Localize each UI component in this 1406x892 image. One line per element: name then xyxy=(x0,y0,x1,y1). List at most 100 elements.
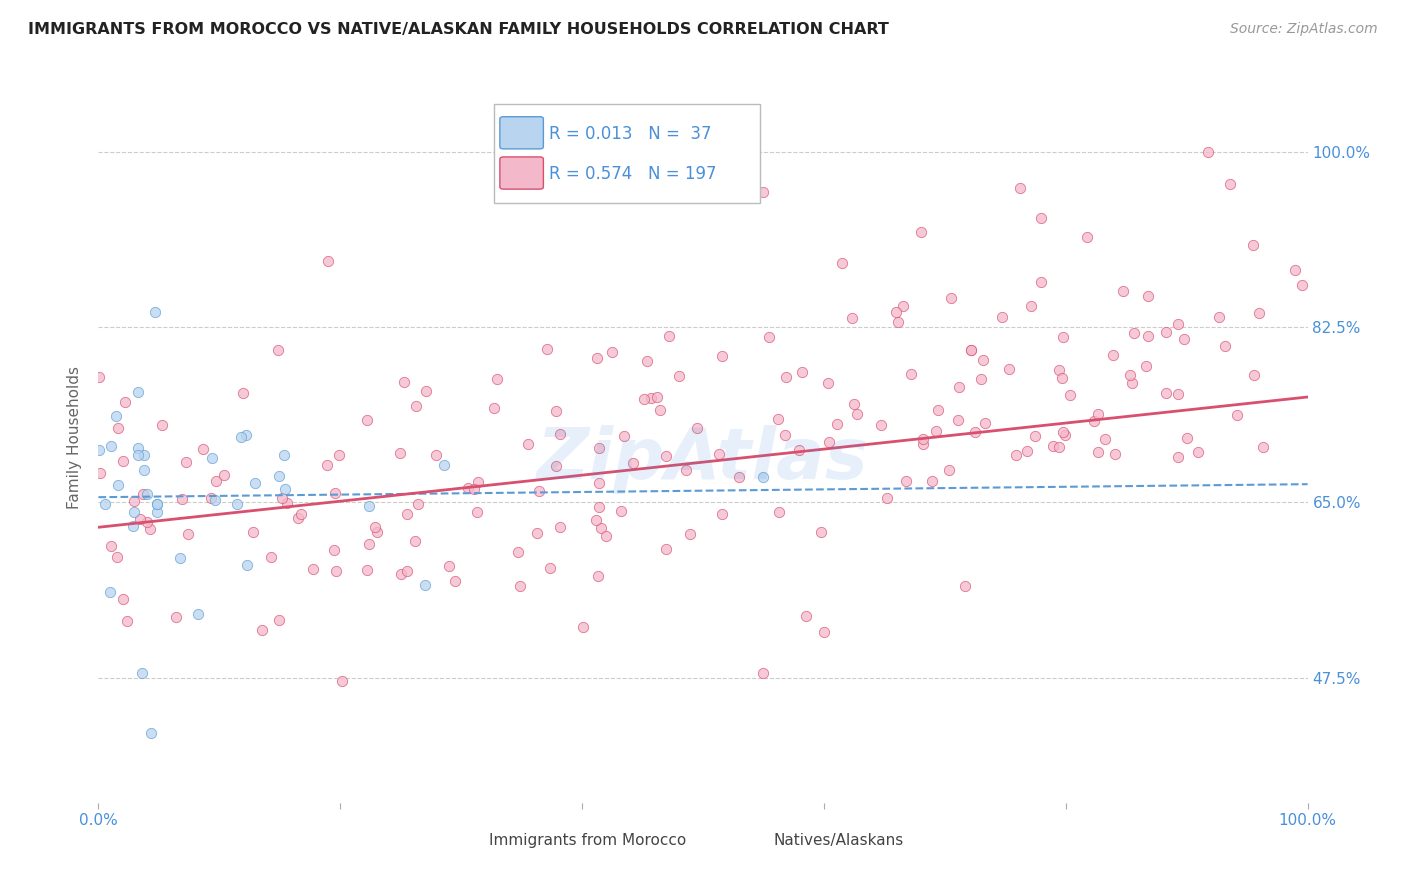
Point xyxy=(509,579,531,593)
Point xyxy=(790,366,813,380)
Point xyxy=(813,625,835,640)
Point xyxy=(586,568,609,582)
Point xyxy=(1054,428,1077,442)
Point xyxy=(728,470,751,484)
Point xyxy=(105,549,128,564)
Point xyxy=(87,370,110,384)
Point xyxy=(1136,329,1159,343)
Point xyxy=(1226,409,1249,423)
Point xyxy=(136,515,159,529)
Point xyxy=(356,413,378,427)
Point xyxy=(1047,363,1070,377)
Point xyxy=(1208,310,1230,324)
Point xyxy=(127,441,149,455)
Point xyxy=(406,497,429,511)
Point xyxy=(128,512,150,526)
Point xyxy=(959,343,981,358)
Point xyxy=(485,372,508,386)
Point xyxy=(145,504,167,518)
Point xyxy=(1243,368,1265,382)
Point xyxy=(711,508,734,522)
Point xyxy=(105,409,128,423)
Point xyxy=(548,520,571,534)
Point xyxy=(214,467,236,482)
Point xyxy=(389,567,412,582)
Point xyxy=(1156,386,1178,401)
Y-axis label: Family Households: Family Households xyxy=(67,366,83,508)
Point xyxy=(1042,439,1064,453)
Point xyxy=(1121,376,1143,390)
Point xyxy=(912,437,935,451)
Point xyxy=(959,343,981,358)
Point xyxy=(900,367,922,381)
Point xyxy=(948,413,970,427)
Point xyxy=(650,403,672,417)
Point xyxy=(395,507,418,521)
Point xyxy=(586,351,609,365)
Point xyxy=(357,499,380,513)
Point xyxy=(1197,145,1219,159)
Point xyxy=(1291,278,1313,293)
Point xyxy=(467,475,489,490)
Point xyxy=(325,564,347,578)
Point xyxy=(613,428,636,442)
Point xyxy=(330,673,353,688)
Point xyxy=(94,497,117,511)
Point xyxy=(260,549,283,564)
Point xyxy=(526,526,548,541)
Point xyxy=(132,448,155,462)
Point xyxy=(752,665,775,680)
Point xyxy=(1052,371,1074,385)
Point xyxy=(169,551,191,566)
Text: Natives/Alaskans: Natives/Alaskans xyxy=(773,833,904,848)
Point xyxy=(1213,339,1236,353)
Point xyxy=(415,384,437,398)
Point xyxy=(413,578,436,592)
Point xyxy=(941,291,963,305)
Point xyxy=(841,310,863,325)
Point xyxy=(132,462,155,476)
Point xyxy=(817,376,839,390)
Point xyxy=(970,372,993,386)
Point xyxy=(107,478,129,492)
Point xyxy=(600,344,623,359)
Point xyxy=(887,315,910,329)
Point xyxy=(585,513,607,527)
FancyBboxPatch shape xyxy=(501,117,543,149)
Point xyxy=(891,299,914,313)
FancyBboxPatch shape xyxy=(451,828,485,854)
Point xyxy=(273,482,295,496)
Point xyxy=(425,448,447,462)
Point xyxy=(894,474,917,488)
Point xyxy=(1111,284,1133,298)
Point xyxy=(165,609,187,624)
Point xyxy=(536,343,558,357)
Point xyxy=(766,412,789,426)
Point xyxy=(1187,445,1209,459)
Point xyxy=(775,370,797,384)
Point xyxy=(1284,262,1306,277)
Point xyxy=(925,425,948,439)
Point xyxy=(267,469,290,483)
Point xyxy=(654,542,676,557)
Point xyxy=(845,407,868,421)
Point xyxy=(1008,181,1031,195)
Point xyxy=(610,504,633,518)
Point xyxy=(463,483,485,497)
FancyBboxPatch shape xyxy=(494,104,759,203)
FancyBboxPatch shape xyxy=(735,828,769,854)
Point xyxy=(100,439,122,453)
Point xyxy=(589,520,612,534)
Point xyxy=(655,449,678,463)
Point xyxy=(948,379,970,393)
Point xyxy=(752,470,775,484)
Point xyxy=(972,353,994,368)
Point xyxy=(921,474,943,488)
Point xyxy=(991,310,1014,324)
Point xyxy=(1052,425,1074,440)
Point xyxy=(356,564,378,578)
Point xyxy=(1241,237,1264,252)
Point xyxy=(1219,177,1241,191)
Point xyxy=(1087,444,1109,458)
Point xyxy=(1052,330,1074,344)
